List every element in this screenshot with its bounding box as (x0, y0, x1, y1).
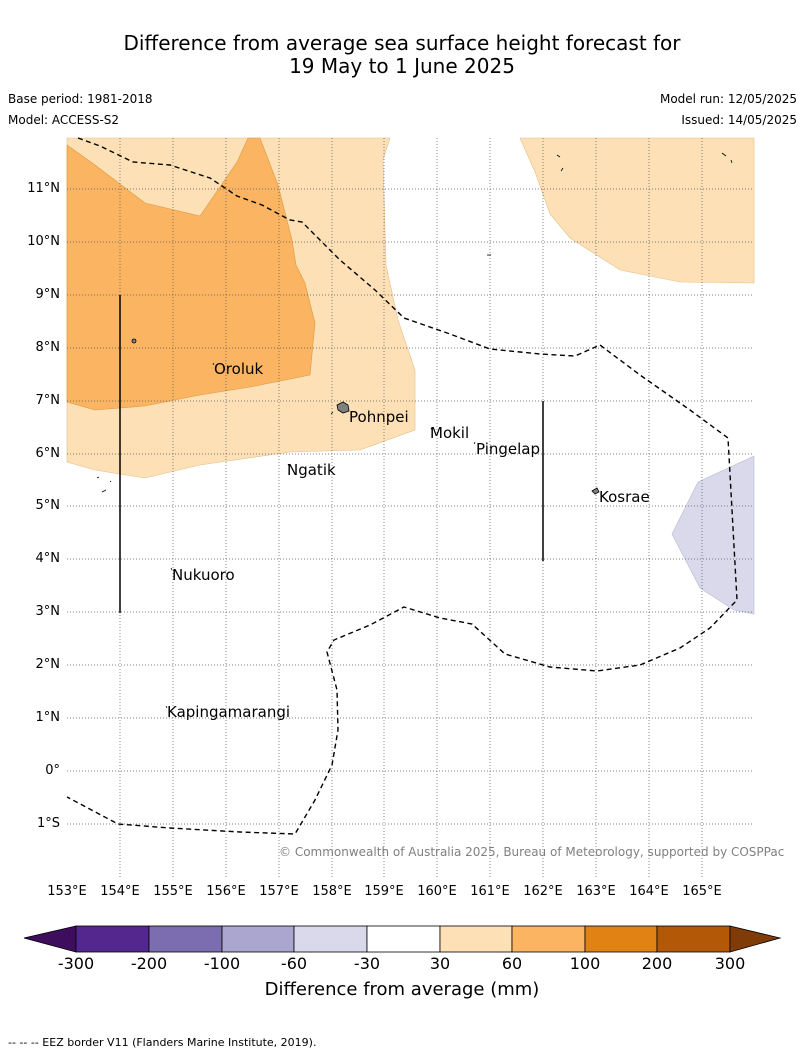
copyright-notice: © Commonwealth of Australia 2025, Bureau… (279, 845, 785, 859)
lat-label-5n: 5°N (35, 498, 61, 513)
lon-label-165e: 165°E (682, 884, 722, 899)
place-mokil: Mokil (430, 424, 470, 442)
colorbar-bin-1 (75, 925, 150, 953)
lon-label-164e: 164°E (629, 884, 669, 899)
colorbar-tick-100: 100 (569, 954, 601, 973)
lat-label-1n: 1°N (35, 710, 61, 725)
island-west-atoll (131, 338, 137, 344)
eez-borders (66, 137, 738, 835)
graticule (67, 138, 754, 877)
lat-label-11n: 11°N (27, 181, 60, 196)
eez-legend-note: -- -- -- EEZ border V11 (Flanders Marine… (8, 1036, 317, 1049)
colorbar-title: Difference from average (mm) (264, 979, 540, 1000)
lat-label-3n: 3°N (35, 604, 61, 619)
lon-label-160e: 160°E (417, 884, 457, 899)
anomaly-fills (66, 137, 755, 615)
islands (96, 152, 733, 709)
lat-label-8n: 8°N (35, 340, 61, 355)
title-line-2: 19 May to 1 June 2025 (289, 54, 515, 78)
colorbar (23, 925, 782, 953)
anomaly-60-100-west (66, 137, 316, 411)
lon-label-155e: 155°E (153, 884, 193, 899)
place-ngatik: Ngatik (287, 461, 336, 479)
colorbar-tick-minus60: -60 (280, 954, 308, 973)
lon-label-154e: 154°E (100, 884, 140, 899)
island-kosrae (591, 487, 600, 495)
model-name: Model: ACCESS-S2 (8, 113, 120, 127)
place-kosrae: Kosrae (599, 488, 650, 506)
lat-label-0: 0° (45, 763, 60, 778)
colorbar-bin-3 (221, 925, 295, 953)
island-sliver-1 (330, 411, 334, 415)
place-pohnpei: Pohnpei (349, 408, 409, 426)
colorbar-bin-9 (656, 925, 731, 953)
colorbar-tick-200: 200 (641, 954, 673, 973)
issued-date: Issued: 14/05/2025 (681, 113, 797, 127)
colorbar-bin-2 (148, 925, 223, 953)
colorbar-tick-minus300: -300 (57, 954, 95, 973)
colorbar-tick-30: 30 (429, 954, 451, 973)
place-oroluk: Oroluk (214, 360, 264, 378)
colorbar-bin-6 (439, 925, 513, 953)
colorbar-bin-8 (584, 925, 658, 953)
lon-label-156e: 156°E (206, 884, 246, 899)
lon-label-159e: 159°E (364, 884, 404, 899)
lon-label-153e: 153°E (47, 884, 87, 899)
colorbar-tick-60: 60 (501, 954, 523, 973)
lon-label-158e: 158°E (312, 884, 352, 899)
lon-label-162e: 162°E (523, 884, 563, 899)
anomaly-30-60-northeast (519, 137, 755, 284)
lat-label-4n: 4°N (35, 551, 61, 566)
lat-label-7n: 7°N (35, 393, 61, 408)
lat-label-10n: 10°N (27, 234, 60, 249)
colorbar-tick-minus100: -100 (203, 954, 241, 973)
place-nukuoro: Nukuoro (172, 566, 235, 584)
lat-label-6n: 6°N (35, 446, 61, 461)
colorbar-tick-minus200: -200 (130, 954, 168, 973)
island-sliver-3 (556, 152, 733, 172)
model-run: Model run: 12/05/2025 (659, 92, 797, 106)
colorbar-bin-4 (293, 925, 368, 953)
lon-label-161e: 161°E (470, 884, 510, 899)
colorbar-extend-low (23, 925, 77, 953)
colorbar-extend-high (729, 925, 782, 953)
lat-label-1s: 1°S (36, 816, 60, 831)
lat-label-2n: 2°N (35, 657, 61, 672)
title-line-1: Difference from average sea surface heig… (123, 31, 681, 55)
island-pohnpei (336, 401, 350, 414)
lon-label-163e: 163°E (576, 884, 616, 899)
place-pingelap: Pingelap (476, 440, 541, 458)
colorbar-bin-7 (511, 925, 586, 953)
colorbar-bin-5 (366, 925, 441, 953)
anomaly-minus30-minus60-east (671, 455, 755, 615)
map-title: Difference from average sea surface heig… (0, 32, 804, 78)
eez-border-north (66, 137, 738, 835)
lon-label-157e: 157°E (259, 884, 299, 899)
base-period: Base period: 1981-2018 (8, 92, 153, 106)
island-sliver-2 (96, 476, 112, 493)
island-marks (165, 362, 476, 709)
place-kapingamarangi: Kapingamarangi (167, 703, 291, 721)
colorbar-tick-minus30: -30 (353, 954, 381, 973)
colorbar-tick-300: 300 (714, 954, 746, 973)
lat-label-9n: 9°N (35, 287, 61, 302)
